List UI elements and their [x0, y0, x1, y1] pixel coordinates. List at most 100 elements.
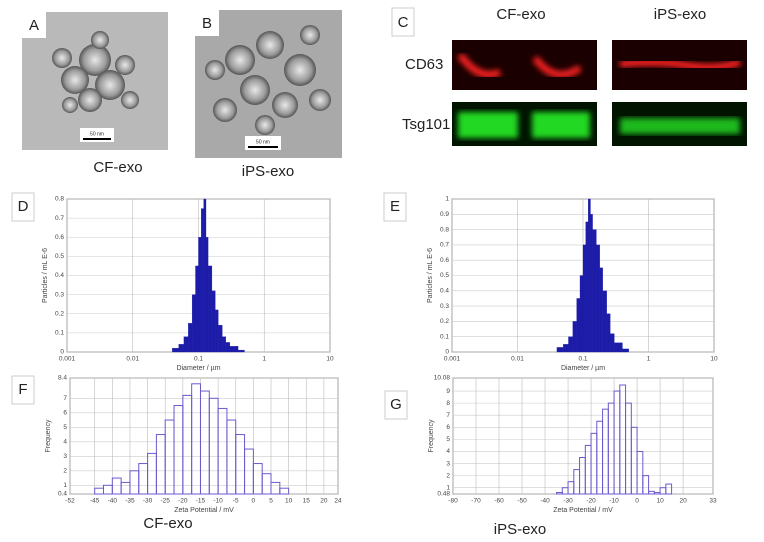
x-tick-label: 10	[285, 498, 293, 505]
y-tick-label: 3	[446, 460, 450, 467]
x-tick-label: 20	[320, 498, 328, 505]
y-tick-label: 6	[446, 424, 450, 431]
y-tick-label: 4	[63, 439, 67, 446]
x-tick-label: -30	[143, 498, 153, 505]
x-tick-label: -70	[471, 498, 481, 505]
y-tick-label: 1	[446, 484, 450, 491]
bar	[191, 294, 196, 353]
bar	[178, 344, 185, 353]
x-tick-label: 10	[326, 356, 334, 363]
y-tick-label: 0.1	[55, 330, 64, 337]
y-tick-label: 5	[63, 424, 67, 431]
x-tick-label: 0.01	[126, 356, 139, 363]
blot-row: CD63	[405, 56, 443, 73]
caption: CF-exo	[93, 159, 142, 176]
bar	[205, 237, 209, 353]
panel-label: C	[398, 14, 409, 31]
y-tick-label: 0.4	[440, 288, 449, 295]
y-tick-label: 0.48	[437, 491, 450, 498]
y-tick-label: 0	[445, 349, 449, 356]
x-tick-label: -30	[563, 498, 573, 505]
blot-column: CF-exo	[496, 6, 545, 23]
panel-label: F	[18, 381, 27, 398]
blot-row: Tsg101	[402, 116, 450, 133]
x-axis-label: Diameter / µm	[561, 365, 605, 372]
bar	[614, 342, 623, 353]
bar	[195, 265, 199, 353]
y-tick-label: 5	[446, 436, 450, 443]
bar	[183, 336, 189, 353]
bar	[237, 349, 245, 353]
y-tick-label: 0.9	[440, 211, 449, 218]
bar	[198, 237, 202, 353]
bar	[606, 313, 611, 353]
y-tick-label: 4	[446, 448, 450, 455]
x-tick-label: -52	[65, 498, 75, 505]
y-tick-label: 0.7	[55, 215, 64, 222]
y-tick-label: 0.8	[440, 226, 449, 233]
scale-bar-label: 50 nm	[256, 139, 270, 145]
x-tick-label: -80	[448, 498, 458, 505]
bar	[599, 267, 603, 353]
bar	[563, 344, 569, 353]
x-tick-label: 33	[709, 498, 717, 505]
blot-green	[452, 102, 747, 146]
x-tick-label: 0	[635, 498, 639, 505]
bar	[201, 208, 204, 353]
y-axis-label: Frequency	[428, 419, 435, 453]
y-tick-label: 0.6	[55, 234, 64, 241]
plot-area	[452, 377, 714, 495]
bar	[215, 309, 219, 353]
bar	[642, 475, 650, 495]
y-tick-label: 2	[63, 468, 67, 475]
y-tick-label: 10.08	[434, 375, 451, 382]
y-tick-label: 0	[60, 349, 64, 356]
y-axis-label: Particles / mL E-6	[427, 248, 434, 303]
y-tick-label: 0.5	[55, 253, 64, 260]
bar	[636, 450, 644, 495]
x-tick-label: -20	[586, 498, 596, 505]
label-box	[383, 192, 407, 222]
panel-label: G	[390, 396, 402, 413]
bar	[218, 325, 223, 353]
scale-bar-label: 50 nm	[90, 131, 104, 137]
panel-label: B	[202, 15, 212, 32]
tem-image-b	[195, 10, 342, 158]
bar	[203, 198, 207, 353]
panel-label: E	[390, 198, 400, 215]
y-tick-label: 0.2	[55, 310, 64, 317]
x-tick-label: 15	[303, 498, 311, 505]
y-tick-label: 1	[63, 482, 67, 489]
bar	[188, 323, 193, 353]
charts: D 0 0.1 0.2 0.3 0.4 0.5 0.6 0.7 0.8 0.001 0.01 0.1 1 1…	[11, 192, 718, 538]
label-box	[11, 192, 35, 222]
bar	[211, 290, 216, 353]
caption: CF-exo	[143, 515, 192, 532]
x-tick-label: -10	[609, 498, 619, 505]
y-tick-label: 0.4	[55, 272, 64, 279]
x-tick-label: 0.001	[59, 356, 76, 363]
y-tick-label: 8	[446, 400, 450, 407]
bar	[172, 348, 179, 353]
y-tick-label: 0.6	[440, 257, 449, 264]
bar	[665, 483, 673, 495]
bar	[582, 244, 586, 353]
x-axis-label: Zeta Potential / mV	[174, 507, 234, 514]
x-tick-label: 1	[262, 356, 266, 363]
blot-red	[452, 40, 747, 90]
x-tick-label: -25	[161, 498, 171, 505]
bar	[610, 333, 615, 353]
y-tick-label: 0.2	[440, 318, 449, 325]
y-tick-label: 7	[446, 412, 450, 419]
plot-area	[69, 377, 339, 495]
x-tick-label: 24	[334, 498, 342, 505]
x-tick-label: -15	[196, 498, 206, 505]
bar	[579, 275, 584, 353]
bar	[556, 347, 564, 353]
y-tick-label: 9	[446, 388, 450, 395]
x-tick-label: -60	[494, 498, 504, 505]
y-tick-label: 0.5	[440, 272, 449, 279]
bar	[225, 342, 231, 353]
y-tick-label: 0.1	[440, 333, 449, 340]
